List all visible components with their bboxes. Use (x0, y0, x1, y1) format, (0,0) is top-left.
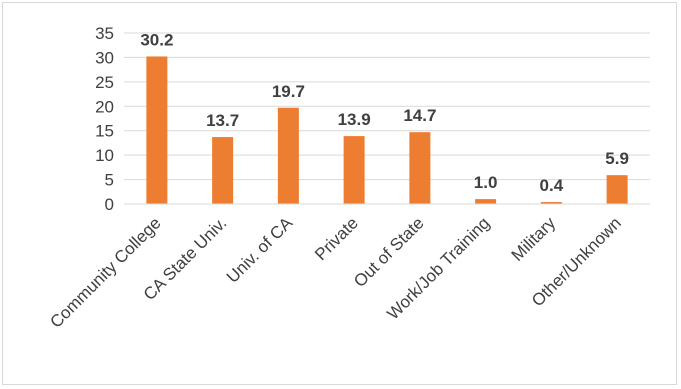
bar (277, 107, 299, 204)
data-labels: 30.2 13.7 19.7 13.9 14.7 1.0 0.4 5.9 (140, 30, 629, 195)
bar (475, 199, 497, 204)
bar (540, 202, 562, 204)
chart-frame (2, 2, 677, 385)
bar (606, 175, 628, 204)
data-label: 1.0 (474, 173, 498, 192)
data-label: 0.4 (540, 176, 564, 195)
category-label: Univ. of CA (223, 213, 297, 287)
y-tick-label: 5 (105, 171, 114, 190)
category-label: Private (311, 213, 362, 264)
y-tick-label: 25 (95, 73, 114, 92)
y-axis-ticks: 0 5 10 15 20 25 30 35 (95, 24, 114, 214)
data-label: 30.2 (140, 30, 173, 49)
bars (146, 56, 628, 204)
bar (212, 137, 234, 204)
gridlines (124, 32, 650, 181)
bar (409, 132, 431, 204)
y-tick-label: 35 (95, 24, 114, 43)
bar (146, 56, 168, 204)
y-tick-label: 0 (105, 195, 114, 214)
category-label: Community College (46, 213, 164, 331)
data-label: 14.7 (403, 106, 436, 125)
y-tick-label: 20 (95, 97, 114, 116)
data-label: 5.9 (605, 149, 629, 168)
y-tick-label: 15 (95, 122, 114, 141)
data-label: 13.9 (338, 110, 371, 129)
category-label: Military (508, 213, 560, 265)
y-tick-label: 10 (95, 146, 114, 165)
data-label: 19.7 (272, 82, 305, 101)
bar (343, 136, 365, 204)
y-tick-label: 30 (95, 48, 114, 67)
data-label: 13.7 (206, 111, 239, 130)
